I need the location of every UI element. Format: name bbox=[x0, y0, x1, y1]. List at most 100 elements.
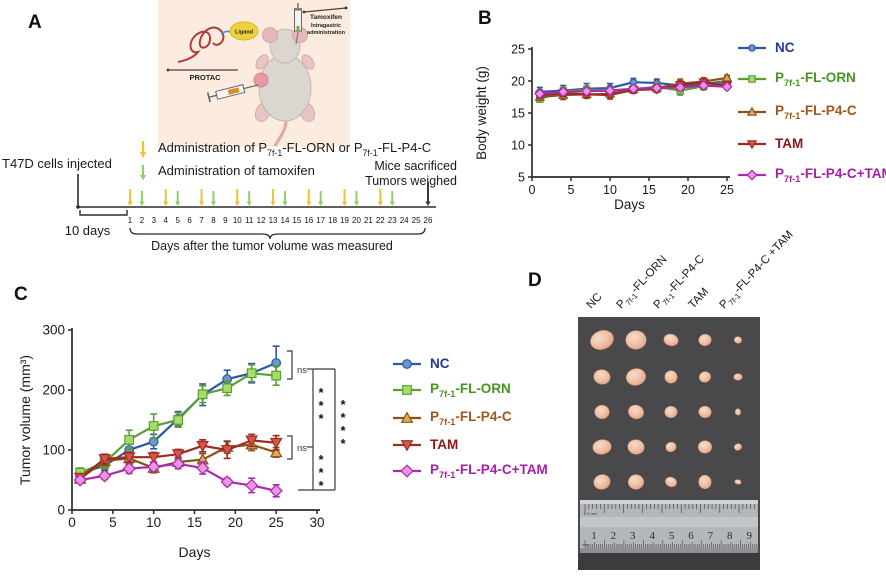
tumor-sample bbox=[698, 405, 712, 419]
ruler-number: 3 bbox=[630, 530, 636, 542]
legend-marker-icon bbox=[738, 43, 766, 52]
tumor-sample bbox=[698, 333, 712, 347]
svg-text:15: 15 bbox=[292, 216, 301, 225]
tumor-sample bbox=[733, 373, 743, 381]
body-weight-legend: NC P7f-1-FL-ORN P7f-1-FL-P4-C TAM P7f-1-FL-P… bbox=[737, 40, 886, 199]
tamoxifen-label-line2: Intragastric bbox=[311, 23, 341, 29]
svg-text:1: 1 bbox=[128, 216, 133, 225]
tumor-photo: 1 2 3 4 5 6 7 8 9 0.5 mm mm bbox=[578, 317, 760, 570]
svg-text:200: 200 bbox=[42, 383, 65, 398]
legend-marker-icon bbox=[393, 385, 421, 395]
svg-text:5: 5 bbox=[568, 183, 575, 197]
timeline-svg: 1 2 3 4 5 6 7 8 9 10 11 12 13 14 15 16 17 18 19 20 21 22 23 24 2… bbox=[76, 174, 436, 240]
tumor-sample bbox=[593, 369, 611, 385]
mouse-icon bbox=[253, 27, 316, 147]
legend-label: P7f-1-FL-P4-C+TAM bbox=[430, 462, 548, 481]
legend-item-TAM: TAM bbox=[737, 136, 886, 151]
legend-item-P7f-1-FL-ORN: P7f-1-FL-ORN bbox=[737, 70, 886, 88]
svg-text:10: 10 bbox=[146, 515, 161, 530]
legend-label: P7f-1-FL-P4-C bbox=[775, 103, 857, 122]
tamoxifen-label-line3: administration bbox=[307, 30, 346, 36]
svg-text:20: 20 bbox=[352, 216, 361, 225]
tamoxifen-administration-legend: Administration of tamoxifen bbox=[137, 163, 315, 182]
sig-ns-top: ns bbox=[297, 365, 307, 376]
legend-label: TAM bbox=[775, 136, 804, 152]
svg-text:6: 6 bbox=[187, 216, 192, 225]
svg-text:*: * bbox=[340, 397, 346, 412]
legend-marker-icon bbox=[393, 464, 421, 478]
ruler-number: 5 bbox=[669, 530, 675, 542]
tamoxifen-administration-text: Administration of tamoxifen bbox=[158, 163, 315, 178]
svg-text:0: 0 bbox=[529, 183, 536, 197]
svg-text:25: 25 bbox=[412, 216, 421, 225]
legend-item-P7f-1-FL-P4-C+TAM: P7f-1-FL-P4-C+TAM bbox=[392, 462, 548, 480]
svg-text:15: 15 bbox=[511, 107, 525, 121]
tamoxifen-label-line1: Tamoxifen bbox=[310, 14, 342, 21]
svg-text:11: 11 bbox=[245, 216, 254, 225]
legend-marker-icon bbox=[738, 139, 766, 150]
svg-text:22: 22 bbox=[376, 216, 385, 225]
legend-label: TAM bbox=[430, 437, 459, 453]
protac-syringe-icon bbox=[206, 84, 259, 103]
tumor-sample bbox=[665, 441, 677, 453]
legend-label: P7f-1-FL-ORN bbox=[430, 381, 511, 400]
svg-text:25: 25 bbox=[720, 183, 734, 197]
tumor-sample bbox=[734, 479, 742, 485]
tumor-sample bbox=[698, 371, 712, 383]
timeline-caption: Days after the tumor volume was measured bbox=[151, 239, 393, 253]
ligand-label: Ligand bbox=[235, 30, 253, 36]
svg-text:*: * bbox=[318, 478, 324, 493]
svg-text:10: 10 bbox=[511, 139, 525, 153]
ruler-number: 7 bbox=[708, 530, 714, 542]
svg-text:100: 100 bbox=[42, 443, 65, 458]
tumor-sample bbox=[664, 476, 678, 488]
y-axis-label: Tumor volume (mm³) bbox=[17, 355, 33, 485]
svg-text:25: 25 bbox=[269, 515, 284, 530]
tumor-sample bbox=[627, 439, 645, 455]
legend-marker-icon bbox=[738, 75, 766, 83]
svg-text:15: 15 bbox=[187, 515, 202, 530]
tumor-sample bbox=[594, 404, 610, 420]
svg-text:*: * bbox=[318, 411, 324, 426]
x-axis-label: Days bbox=[614, 197, 645, 212]
ruler-unit-top: 0.5 mm bbox=[584, 511, 598, 516]
x-axis-label: Days bbox=[179, 544, 211, 560]
tumor-sample bbox=[698, 474, 712, 490]
tumor-sample bbox=[733, 443, 743, 451]
protac-label: PROTAC bbox=[189, 73, 221, 82]
panel-c-label: C bbox=[14, 284, 28, 305]
svg-text:23: 23 bbox=[388, 216, 397, 225]
svg-text:24: 24 bbox=[400, 216, 409, 225]
svg-text:7: 7 bbox=[199, 216, 204, 225]
tumor-sample bbox=[663, 333, 679, 347]
svg-text:*: * bbox=[318, 465, 324, 480]
ruler-number: 9 bbox=[746, 530, 752, 542]
svg-text:17: 17 bbox=[316, 216, 325, 225]
tumor-sample bbox=[627, 404, 645, 420]
svg-text:9: 9 bbox=[223, 216, 228, 225]
svg-text:21: 21 bbox=[364, 216, 373, 225]
ruler-number: 4 bbox=[649, 530, 655, 542]
ruler-number: 2 bbox=[611, 530, 617, 542]
tumor-sample bbox=[664, 370, 678, 384]
d-column-label-tam: TAM bbox=[686, 286, 712, 312]
tumor-volume-legend: NC P7f-1-FL-ORN P7f-1-FL-P4-C TAM P7f-1-FL-P… bbox=[392, 356, 548, 490]
tumor-spot bbox=[253, 72, 269, 88]
legend-marker-icon bbox=[393, 358, 421, 369]
legend-marker-icon bbox=[738, 106, 766, 116]
legend-label: P7f-1-FL-ORN bbox=[775, 70, 856, 89]
svg-text:15: 15 bbox=[642, 183, 656, 197]
tumor-sample bbox=[625, 368, 647, 386]
y-axis-label: Body weight (g) bbox=[474, 66, 489, 160]
svg-text:2: 2 bbox=[140, 216, 145, 225]
panel-b-label: B bbox=[478, 8, 492, 29]
svg-text:*: * bbox=[340, 423, 346, 438]
svg-text:8: 8 bbox=[211, 216, 216, 225]
mouse-ear bbox=[262, 27, 278, 43]
panel-d-label: D bbox=[528, 270, 542, 291]
svg-text:10: 10 bbox=[233, 216, 242, 225]
legend-marker-icon bbox=[393, 439, 421, 452]
